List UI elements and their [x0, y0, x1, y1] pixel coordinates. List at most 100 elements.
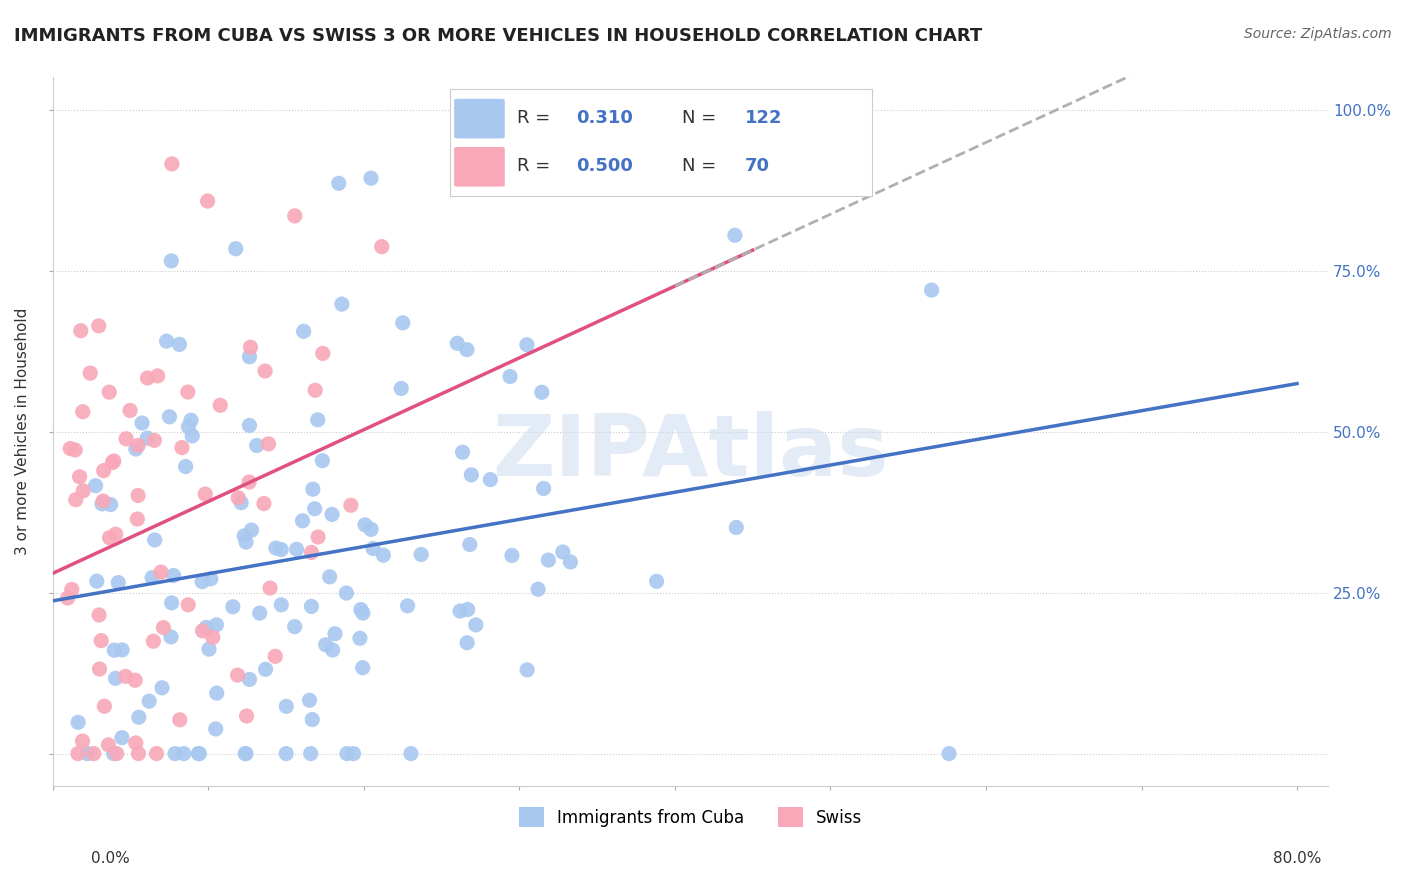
Swiss — [127, 512, 149, 526]
Swiss — [312, 346, 335, 360]
Text: IMMIGRANTS FROM CUBA VS SWISS 3 OR MORE VEHICLES IN HOUSEHOLD CORRELATION CHART: IMMIGRANTS FROM CUBA VS SWISS 3 OR MORE … — [14, 27, 983, 45]
Swiss — [103, 454, 125, 468]
Swiss — [170, 441, 193, 455]
FancyBboxPatch shape — [454, 99, 505, 138]
Swiss — [105, 747, 128, 761]
Swiss — [125, 736, 148, 750]
Immigrants from Cuba — [188, 747, 211, 761]
Swiss — [142, 634, 165, 648]
Immigrants from Cuba — [238, 673, 260, 687]
Immigrants from Cuba — [499, 369, 522, 384]
Immigrants from Cuba — [350, 602, 373, 616]
Immigrants from Cuba — [315, 638, 337, 652]
Immigrants from Cuba — [446, 336, 468, 351]
Immigrants from Cuba — [187, 747, 209, 761]
Swiss — [69, 470, 91, 484]
Immigrants from Cuba — [276, 699, 298, 714]
Swiss — [56, 591, 79, 605]
Swiss — [371, 240, 394, 254]
Swiss — [114, 669, 136, 683]
Swiss — [104, 527, 127, 541]
Swiss — [253, 497, 276, 511]
Immigrants from Cuba — [391, 316, 413, 330]
Swiss — [98, 385, 121, 400]
Immigrants from Cuba — [464, 618, 486, 632]
Immigrants from Cuba — [456, 636, 478, 650]
Immigrants from Cuba — [399, 747, 422, 761]
Swiss — [97, 738, 120, 752]
Immigrants from Cuba — [131, 416, 153, 430]
Immigrants from Cuba — [100, 498, 122, 512]
Immigrants from Cuba — [322, 643, 344, 657]
Text: 0.500: 0.500 — [576, 157, 633, 175]
Swiss — [145, 747, 167, 761]
Immigrants from Cuba — [103, 643, 125, 657]
Immigrants from Cuba — [111, 643, 134, 657]
Swiss — [169, 713, 191, 727]
Swiss — [91, 494, 114, 508]
Swiss — [226, 668, 249, 682]
Immigrants from Cuba — [330, 297, 353, 311]
Immigrants from Cuba — [458, 537, 481, 551]
Swiss — [160, 157, 183, 171]
Immigrants from Cuba — [361, 541, 384, 556]
Text: 80.0%: 80.0% — [1274, 852, 1322, 866]
Text: 0.310: 0.310 — [576, 109, 633, 127]
Immigrants from Cuba — [111, 731, 134, 745]
Immigrants from Cuba — [318, 570, 340, 584]
Immigrants from Cuba — [725, 520, 748, 534]
Immigrants from Cuba — [136, 431, 159, 445]
Swiss — [340, 498, 363, 512]
Text: 0.0%: 0.0% — [91, 852, 131, 866]
Immigrants from Cuba — [91, 497, 114, 511]
Immigrants from Cuba — [181, 429, 204, 443]
Immigrants from Cuba — [160, 630, 183, 644]
Swiss — [143, 434, 166, 448]
Immigrants from Cuba — [342, 747, 364, 761]
Immigrants from Cuba — [537, 553, 560, 567]
Immigrants from Cuba — [276, 747, 298, 761]
Text: N =: N = — [682, 109, 721, 127]
Immigrants from Cuba — [231, 496, 253, 510]
Immigrants from Cuba — [270, 542, 292, 557]
Swiss — [235, 709, 257, 723]
Immigrants from Cuba — [238, 350, 260, 364]
Immigrants from Cuba — [292, 324, 315, 338]
Immigrants from Cuba — [174, 459, 197, 474]
Immigrants from Cuba — [128, 710, 150, 724]
Swiss — [90, 633, 112, 648]
Swiss — [177, 598, 200, 612]
Immigrants from Cuba — [451, 445, 474, 459]
Immigrants from Cuba — [162, 568, 184, 582]
Immigrants from Cuba — [328, 177, 350, 191]
Immigrants from Cuba — [143, 533, 166, 547]
Immigrants from Cuba — [551, 545, 574, 559]
Immigrants from Cuba — [159, 409, 181, 424]
Immigrants from Cuba — [150, 681, 173, 695]
Swiss — [98, 531, 121, 545]
Swiss — [194, 487, 217, 501]
Immigrants from Cuba — [291, 514, 314, 528]
Swiss — [254, 364, 277, 378]
Swiss — [115, 432, 138, 446]
Swiss — [124, 673, 146, 688]
Immigrants from Cuba — [285, 542, 308, 557]
Swiss — [87, 607, 110, 622]
Y-axis label: 3 or more Vehicles in Household: 3 or more Vehicles in Household — [15, 308, 30, 556]
Swiss — [127, 747, 149, 761]
Immigrants from Cuba — [84, 479, 107, 493]
Immigrants from Cuba — [233, 529, 256, 543]
Immigrants from Cuba — [460, 467, 482, 482]
Immigrants from Cuba — [921, 283, 943, 297]
Swiss — [284, 209, 307, 223]
Immigrants from Cuba — [479, 473, 502, 487]
Text: 70: 70 — [745, 157, 770, 175]
Immigrants from Cuba — [352, 661, 374, 675]
Immigrants from Cuba — [67, 715, 90, 730]
Immigrants from Cuba — [516, 337, 538, 351]
Immigrants from Cuba — [103, 747, 125, 761]
Swiss — [238, 475, 260, 489]
Immigrants from Cuba — [238, 418, 260, 433]
Immigrants from Cuba — [299, 747, 322, 761]
Immigrants from Cuba — [205, 686, 228, 700]
